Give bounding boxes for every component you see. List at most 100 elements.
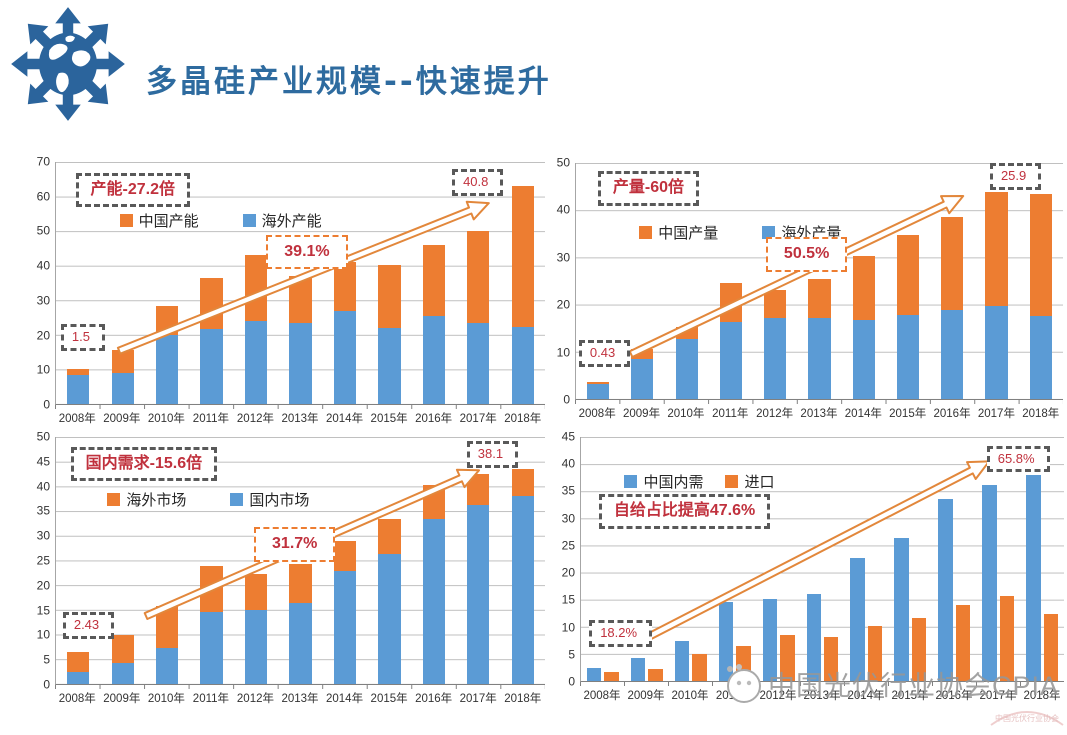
- stacked-bar: [631, 349, 654, 399]
- bar: [911, 617, 927, 681]
- bar-segment: [156, 648, 179, 684]
- bar-segment: [941, 309, 964, 399]
- stacked-bar: [156, 605, 179, 684]
- globe-arrows-logo: [11, 7, 125, 121]
- annotation-headline: 产能-27.2倍: [75, 172, 191, 208]
- bar-group: [1020, 437, 1064, 681]
- bar-group: [56, 162, 100, 404]
- stacked-bar: [587, 381, 610, 399]
- bar-segment: [675, 327, 698, 339]
- chart-self-sufficiency: 45 40 35 30 25 20 15 10 5 0 中国内需 进口 自给占比提高47.6% 18…: [554, 429, 1064, 706]
- bar-group: [278, 437, 322, 684]
- bar-segment: [378, 553, 401, 684]
- bar: [762, 598, 778, 681]
- trend-arrow: [628, 195, 965, 358]
- bar-segment: [244, 609, 268, 684]
- x-axis: 2008年 2009年 2010年 2011年 2012年 2013年 2014年 2015年…: [55, 685, 545, 709]
- bar-group: [1019, 163, 1063, 399]
- y-axis: 50 45 40 35 30 25 20 15 10 5 0: [29, 429, 55, 691]
- x-tick-label: 2008年: [578, 408, 616, 420]
- bar-group: [625, 437, 669, 681]
- bar-group: [757, 437, 801, 681]
- x-tick-label: 2011年: [192, 693, 230, 705]
- x-tick-label: 2017年: [977, 408, 1015, 420]
- bar: [850, 557, 865, 681]
- bar: [823, 636, 839, 681]
- annotation-end-value: 65.8%: [986, 445, 1050, 473]
- page-title: 多晶硅产业规模--快速提升: [146, 64, 552, 100]
- stacked-bar: [289, 564, 312, 684]
- bar-group: [974, 163, 1018, 399]
- bar-segment: [808, 317, 831, 399]
- bar-segment: [808, 278, 831, 318]
- bar-segment: [719, 322, 742, 399]
- stacked-bar: [67, 652, 90, 684]
- bar-group: [797, 163, 841, 399]
- bar-segment: [675, 338, 698, 399]
- bar-group: [753, 163, 797, 399]
- legend-item: 中国产能: [119, 210, 199, 231]
- association-stamp: 中国光伏行业协会: [990, 711, 1064, 726]
- legend: 海外市场 国内市场: [107, 489, 309, 510]
- x-tick-label: 2018年: [504, 693, 542, 705]
- plot-area: 海外市场 国内市场 国内需求-15.6倍 2.43 31.7% 38.1: [55, 437, 545, 685]
- annotation-end-value: 25.9: [989, 163, 1042, 190]
- annotation-start-value: 2.43: [62, 612, 115, 640]
- bar-segment: [289, 276, 312, 323]
- bar-group: [581, 437, 625, 681]
- bar-group: [501, 437, 545, 684]
- x-tick-label: 2014年: [847, 690, 885, 702]
- legend-label: 海外市场: [126, 491, 187, 509]
- stacked-bar: [467, 231, 490, 404]
- bar-segment: [467, 474, 490, 505]
- bar-segment: [289, 564, 312, 604]
- y-tick-label: 30: [36, 528, 50, 543]
- x-tick-label: 2015年: [889, 408, 927, 420]
- legend-item: 海外产能: [242, 210, 322, 231]
- legend-item: 国内市场: [230, 489, 309, 510]
- y-axis: 70 60 50 40 30 20 10 0: [29, 154, 55, 411]
- x-tick-label: 2015年: [891, 690, 929, 702]
- bar: [780, 635, 795, 681]
- annotation-headline: 自给占比提高47.6%: [598, 494, 771, 529]
- stacked-bar: [764, 289, 787, 399]
- bar-group: [620, 163, 664, 399]
- y-tick-label: 10: [556, 344, 570, 359]
- y-tick-label: 70: [36, 154, 50, 169]
- bar-segment: [333, 540, 357, 572]
- stacked-bar: [675, 327, 698, 399]
- stacked-bar: [333, 262, 357, 404]
- bar: [1043, 613, 1058, 681]
- stacked-bar: [244, 573, 268, 684]
- x-tick-label: 2012年: [759, 690, 797, 702]
- legend-item: 海外市场: [107, 489, 186, 510]
- x-tick-label: 2009年: [103, 413, 141, 425]
- x-tick-label: 2008年: [583, 690, 621, 702]
- x-tick-label: 2010年: [667, 408, 705, 420]
- bar-segment: [511, 327, 534, 404]
- bar-segment: [896, 315, 920, 399]
- x-tick-label: 2016年: [933, 408, 971, 420]
- bar: [955, 604, 971, 681]
- stacked-bar: [156, 306, 179, 404]
- bars: [56, 162, 545, 404]
- bar-group: [323, 437, 367, 684]
- annotation-mid-value: 50.5%: [765, 237, 848, 272]
- x-tick-label: 2017年: [459, 413, 497, 425]
- annotation-end-value: 40.8: [452, 169, 504, 197]
- y-tick-label: 35: [36, 503, 50, 518]
- stacked-bar: [985, 192, 1008, 399]
- bar: [586, 668, 602, 681]
- bar-segment: [244, 255, 268, 322]
- bar-segment: [467, 322, 490, 404]
- bar-segment: [156, 605, 179, 649]
- bar-segment: [852, 256, 875, 320]
- stacked-bar: [111, 350, 134, 404]
- bar-segment: [244, 573, 268, 610]
- bar-segment: [111, 663, 134, 684]
- y-tick-label: 15: [561, 592, 575, 607]
- x-tick-label: 2013年: [281, 693, 319, 705]
- x-tick-label: 2015年: [370, 413, 408, 425]
- y-tick-label: 0: [563, 392, 570, 407]
